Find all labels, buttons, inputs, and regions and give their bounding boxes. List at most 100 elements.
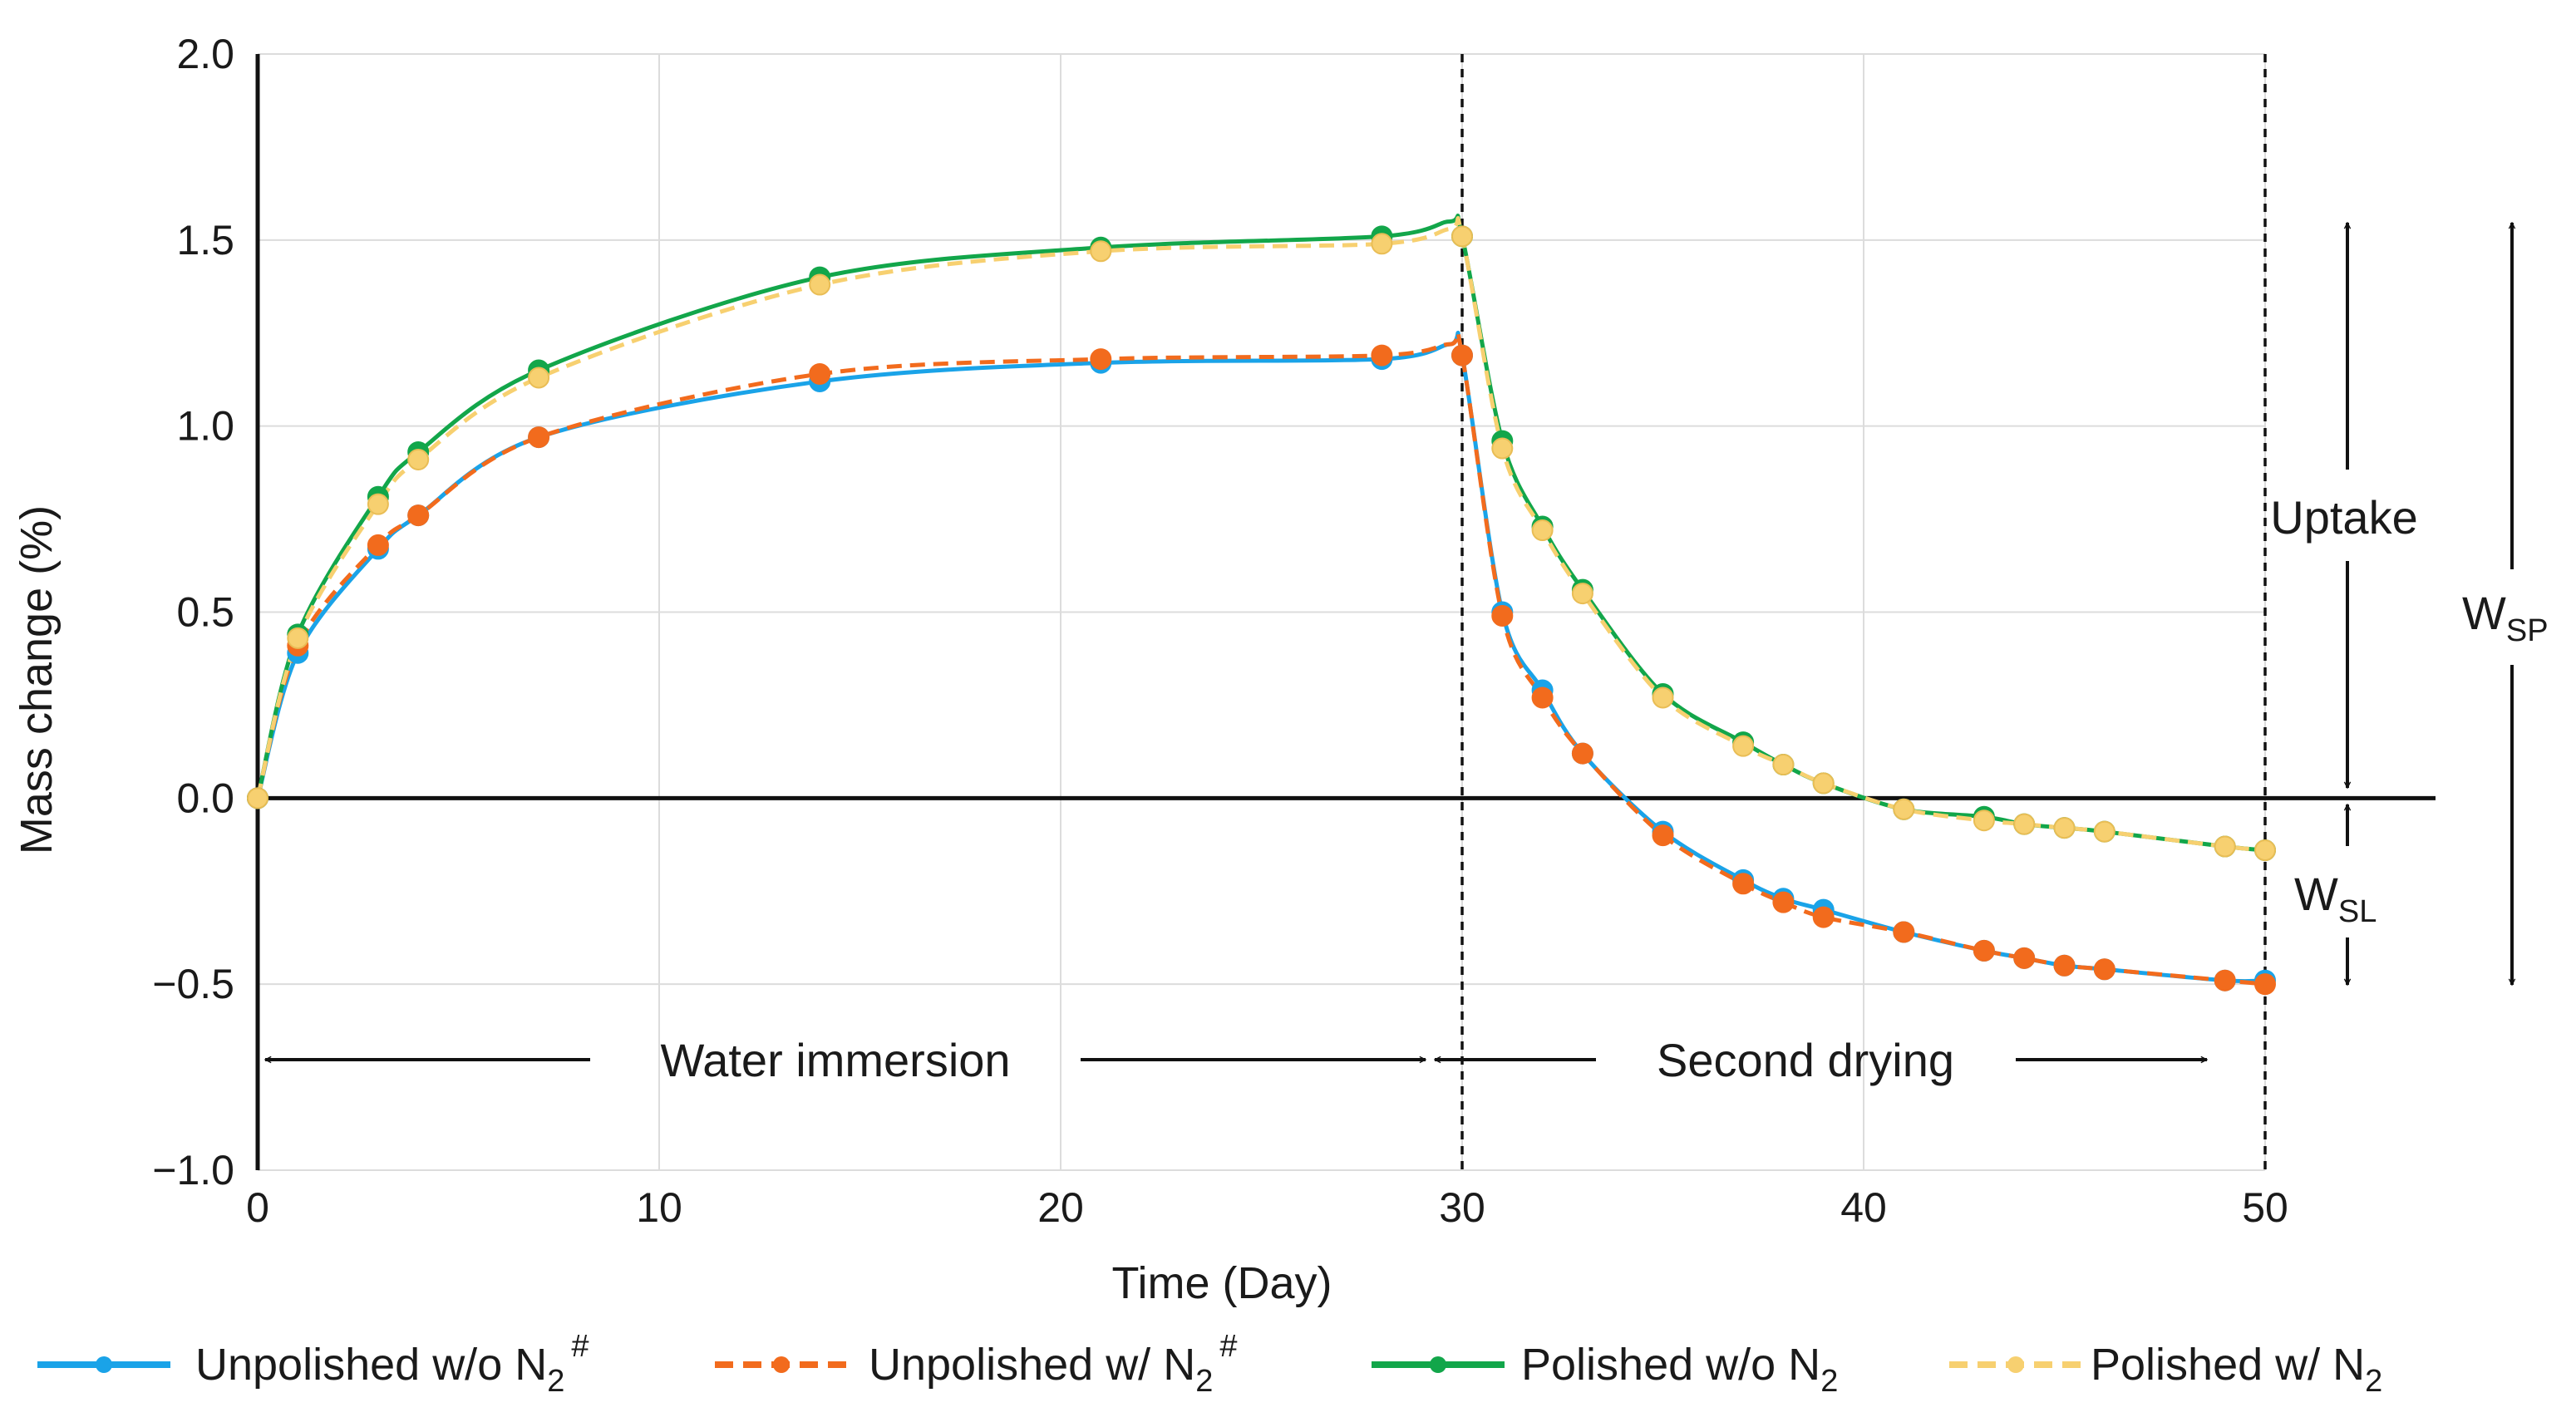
data-point <box>367 493 389 515</box>
water-immersion-annotation: Water immersion <box>265 1034 1426 1086</box>
data-point <box>1893 798 1915 820</box>
uptake-annotation: Uptake <box>2270 223 2418 788</box>
data-point <box>2254 973 2276 996</box>
gridlines <box>257 53 2266 1171</box>
data-point <box>247 787 268 809</box>
data-point <box>1973 939 1995 962</box>
series-line <box>255 330 2266 987</box>
legend-swatch-marker <box>96 1356 112 1373</box>
x-tick-label: 30 <box>1439 1184 1485 1231</box>
data-point <box>287 627 309 649</box>
y-tick-label: 2.0 <box>176 31 234 77</box>
data-point <box>2053 817 2076 839</box>
y-tick-labels: 2.0 1.5 1.0 0.5 0.0 −0.5 −1.0 <box>152 31 234 1193</box>
data-point <box>2013 813 2036 835</box>
wsl-annotation: WSL <box>2294 805 2377 985</box>
y-tick-label: 0.0 <box>176 775 234 821</box>
data-point <box>528 367 550 389</box>
data-point <box>1812 772 1835 795</box>
legend-swatch-marker <box>773 1356 790 1373</box>
data-point <box>809 273 831 296</box>
legend-label-main: Polished w/ N <box>2091 1340 2365 1390</box>
wsp-label-sub: SP <box>2506 613 2549 648</box>
legend: Unpolished w/o N2# Unpolished w/ N2# Polis… <box>37 1329 2382 1399</box>
legend-label-main: Unpolished w/o N <box>195 1340 547 1390</box>
data-point <box>1571 742 1593 765</box>
data-point <box>1531 686 1554 709</box>
data-point <box>2053 954 2076 977</box>
data-point <box>2214 835 2236 858</box>
data-point <box>809 362 831 385</box>
data-point <box>1090 240 1112 263</box>
data-point <box>2254 839 2276 862</box>
data-point <box>407 504 430 527</box>
legend-label-sub: 2 <box>1195 1364 1213 1399</box>
legend-swatch-marker <box>2007 1356 2024 1373</box>
data-point <box>1652 686 1674 709</box>
water-immersion-label: Water immersion <box>660 1034 1010 1086</box>
data-point <box>2093 958 2115 981</box>
data-point <box>367 534 389 556</box>
series-points <box>247 225 2276 996</box>
data-point <box>1371 344 1393 367</box>
legend-label: Polished w/ N2 <box>2091 1340 2382 1399</box>
x-tick-labels: 0 10 20 30 40 50 <box>246 1184 2288 1231</box>
legend-label: Polished w/o N2 <box>1521 1340 1838 1399</box>
data-point <box>1491 604 1514 627</box>
series-lines <box>255 214 2266 987</box>
y-tick-label: 0.5 <box>176 589 234 636</box>
data-point <box>2013 947 2036 969</box>
data-point <box>1812 906 1835 928</box>
data-point <box>1451 225 1473 248</box>
y-tick-label: −0.5 <box>152 961 234 1007</box>
data-point <box>528 426 550 449</box>
legend-label-sub: 2 <box>547 1364 564 1399</box>
data-point <box>1451 344 1473 367</box>
x-tick-label: 20 <box>1037 1184 1084 1231</box>
data-point <box>1371 233 1393 255</box>
data-point <box>2093 820 2115 843</box>
wsp-annotation: WSP <box>2462 223 2549 985</box>
x-tick-label: 40 <box>1840 1184 1887 1231</box>
wsl-label-main: W <box>2294 868 2338 920</box>
legend-label-sub: 2 <box>2365 1364 2382 1399</box>
wsl-label: WSL <box>2294 868 2377 929</box>
uptake-label: Uptake <box>2270 491 2417 544</box>
legend-label: Unpolished w/o N2# <box>195 1329 589 1399</box>
legend-swatch-marker <box>1430 1356 1446 1373</box>
data-point <box>1732 873 1755 895</box>
x-tick-label: 50 <box>2242 1184 2288 1231</box>
legend-label: Unpolished w/ N2# <box>869 1329 1237 1399</box>
series-line <box>255 214 2266 853</box>
x-axis-label: Time (Day) <box>1112 1258 1332 1308</box>
legend-label-main: Polished w/o N <box>1521 1340 1820 1390</box>
y-tick-label: −1.0 <box>152 1147 234 1193</box>
second-drying-annotation: Second drying <box>1435 1034 2207 1086</box>
data-point <box>2214 969 2236 992</box>
data-point <box>407 448 430 470</box>
x-tick-label: 10 <box>636 1184 682 1231</box>
data-point <box>1772 754 1795 776</box>
data-point <box>1732 735 1755 757</box>
second-drying-label: Second drying <box>1657 1034 1954 1086</box>
data-point <box>1531 519 1554 542</box>
data-point <box>1973 809 1995 832</box>
data-point <box>1491 437 1514 460</box>
wsp-label-main: W <box>2462 587 2506 639</box>
data-point <box>1893 921 1915 943</box>
data-point <box>1090 348 1112 371</box>
legend-label-main: Unpolished w/ N <box>869 1340 1195 1390</box>
data-point <box>1772 891 1795 913</box>
series-line <box>255 216 2266 853</box>
y-tick-label: 1.0 <box>176 403 234 450</box>
x-tick-label: 0 <box>246 1184 269 1231</box>
wsl-label-sub: SL <box>2338 894 2377 929</box>
wsp-label: WSP <box>2462 587 2549 648</box>
data-point <box>1571 583 1593 605</box>
y-axis-label: Mass change (%) <box>12 505 62 854</box>
data-point <box>1652 824 1674 847</box>
legend-label-sup: # <box>571 1329 589 1364</box>
y-tick-label: 1.5 <box>176 217 234 263</box>
legend-label-sub: 2 <box>1820 1364 1838 1399</box>
